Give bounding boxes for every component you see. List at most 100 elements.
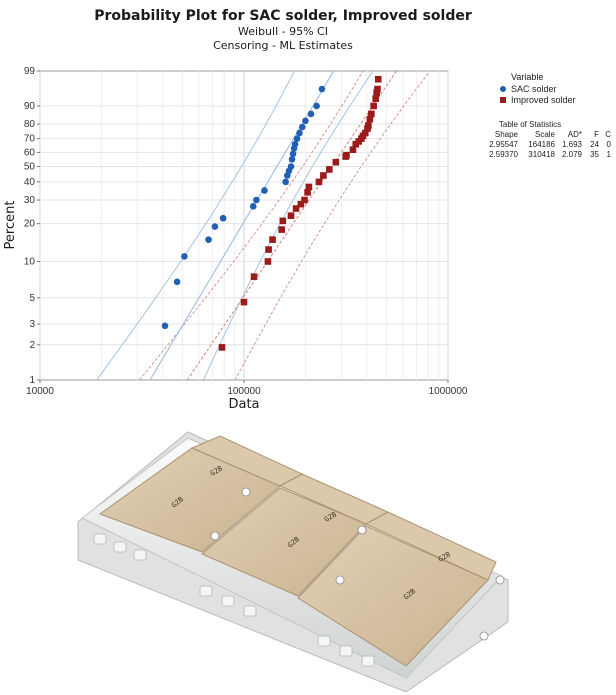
y-tick-label: 60: [24, 147, 36, 158]
data-point-improved: [372, 95, 379, 102]
ci-bound: [234, 71, 431, 380]
data-points: [161, 75, 382, 351]
y-tick-label: 1: [29, 375, 35, 386]
data-point-sac: [313, 102, 320, 110]
boards: [98, 435, 497, 667]
data-point-sac: [291, 140, 299, 148]
y-axis-label: Percent: [3, 201, 18, 250]
x-ticks: 10000 100000 1000000: [26, 380, 468, 397]
ci-bound: [202, 71, 374, 380]
y-tick-label: 3: [29, 319, 35, 330]
module-assembly-photo: G2B G2B G2B G2B G2B G2B: [77, 431, 509, 692]
grid: [39, 71, 449, 380]
y-tick-label: 2: [29, 340, 35, 351]
y-tick-label: 40: [24, 177, 36, 188]
chart-subtitle-2: Censoring - ML Estimates: [213, 39, 353, 52]
y-tick-label: 20: [24, 219, 36, 230]
y-tick-label: 50: [24, 161, 36, 172]
data-point-improved: [279, 217, 287, 225]
x-tick-label: 10000: [26, 386, 54, 397]
fit-line: [186, 71, 397, 380]
probability-plot: Probability Plot for SAC solder, Improve…: [3, 8, 612, 412]
data-point-improved: [278, 226, 285, 233]
stats-cell: 310418: [528, 150, 555, 159]
data-point-improved: [365, 122, 372, 129]
stats-cell: 35: [590, 150, 599, 159]
x-tick-label: 100000: [227, 386, 261, 397]
data-point-improved: [304, 189, 311, 196]
frame-connectors: [93, 533, 375, 667]
data-point-sac: [249, 203, 257, 210]
data-point-sac: [219, 214, 227, 222]
stats-header-scale: Scale: [535, 130, 556, 139]
data-point-improved: [368, 110, 375, 118]
data-point-improved: [370, 102, 377, 110]
stats-cell: 0: [607, 140, 612, 149]
data-point-improved: [287, 212, 295, 219]
legend-entry-improved: Improved solder: [511, 95, 576, 105]
data-point-sac: [296, 129, 303, 137]
stats-header-shape: Shape: [495, 130, 519, 139]
confidence-bands: [96, 71, 431, 380]
data-point-sac: [298, 123, 306, 131]
stats-cell: 2.95547: [489, 140, 518, 149]
data-point-sac: [318, 85, 326, 93]
data-point-improved: [326, 166, 333, 173]
stats-header-ad: AD*: [568, 130, 582, 139]
data-point-improved: [374, 85, 381, 93]
data-point-sac: [287, 163, 295, 170]
mounting-holes: [210, 487, 505, 641]
y-tick-label: 80: [24, 119, 36, 130]
data-point-sac: [253, 196, 260, 204]
data-point-sac: [293, 135, 301, 142]
data-point-improved: [250, 273, 258, 280]
legend-title: Variable: [511, 72, 543, 82]
data-point-improved: [315, 178, 323, 186]
data-point-sac: [302, 117, 309, 125]
stats-table-title: Table of Statistics: [499, 120, 561, 129]
data-point-improved: [374, 75, 382, 83]
data-point-improved: [305, 183, 313, 191]
y-tick-label: 5: [29, 293, 35, 304]
data-point-sac: [282, 178, 289, 186]
stats-header-f: F: [594, 130, 599, 139]
y-tick-label: 90: [24, 101, 36, 112]
stats-cell: 164186: [528, 140, 555, 149]
board-module: [364, 511, 497, 581]
ci-bound: [96, 71, 295, 380]
data-point-sac: [307, 110, 315, 118]
stats-cell: 2.59370: [489, 150, 518, 159]
data-point-improved: [343, 151, 350, 159]
data-point-sac: [288, 156, 296, 163]
legend: Variable SAC solder Improved solder: [500, 72, 576, 105]
data-point-improved: [265, 246, 272, 253]
data-point-sac: [173, 278, 181, 286]
stats-table: Table of Statistics Shape Scale AD* F C …: [489, 120, 611, 159]
x-axis-label: Data: [228, 397, 259, 412]
data-point-sac: [205, 236, 212, 243]
data-point-sac: [289, 150, 297, 158]
y-ticks: 1 2 3 5 10 20 30 40 50 60 70 80 90 99: [24, 66, 40, 386]
chart-title: Probability Plot for SAC solder, Improve…: [94, 8, 472, 24]
data-point-sac: [161, 322, 169, 330]
y-tick-label: 99: [24, 66, 36, 77]
data-point-improved: [301, 196, 308, 204]
stats-header-c: C: [605, 130, 611, 139]
data-point-improved: [292, 205, 300, 212]
data-point-improved: [332, 158, 340, 166]
y-tick-label: 10: [24, 257, 36, 268]
stats-cell: 24: [590, 140, 599, 149]
data-point-sac: [181, 253, 188, 260]
data-point-improved: [269, 236, 276, 243]
stats-cell: 2.079: [562, 150, 583, 159]
stats-cell: 1.693: [562, 140, 583, 149]
data-point-improved: [264, 258, 272, 265]
chart-subtitle-1: Weibull - 95% CI: [238, 25, 328, 38]
data-point-improved: [361, 129, 369, 137]
data-point-improved: [349, 146, 357, 153]
y-tick-label: 70: [24, 134, 36, 145]
data-point-improved: [297, 200, 305, 208]
legend-entry-sac: SAC solder: [511, 84, 557, 94]
legend-marker-improved: [500, 97, 506, 103]
legend-marker-sac: [500, 86, 506, 92]
